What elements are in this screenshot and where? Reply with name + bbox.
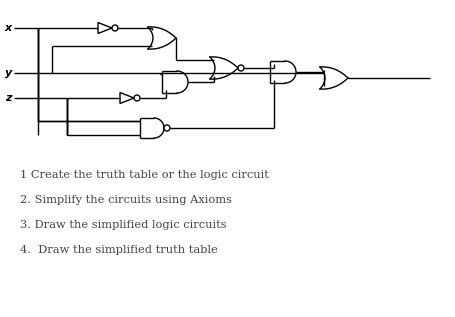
Polygon shape xyxy=(120,93,134,103)
Text: 3. Draw the simplified logic circuits: 3. Draw the simplified logic circuits xyxy=(20,220,227,230)
Circle shape xyxy=(238,65,244,71)
Text: z: z xyxy=(5,93,12,103)
Circle shape xyxy=(134,95,140,101)
Text: x: x xyxy=(5,23,12,33)
Text: 1 Create the truth table or the logic circuit: 1 Create the truth table or the logic ci… xyxy=(20,170,269,180)
Text: 2. Simplify the circuits using Axioms: 2. Simplify the circuits using Axioms xyxy=(20,195,232,205)
Polygon shape xyxy=(98,23,112,34)
Circle shape xyxy=(112,25,118,31)
Text: 4.  Draw the simplified truth table: 4. Draw the simplified truth table xyxy=(20,245,218,255)
Text: y: y xyxy=(5,68,12,78)
Circle shape xyxy=(164,125,170,131)
